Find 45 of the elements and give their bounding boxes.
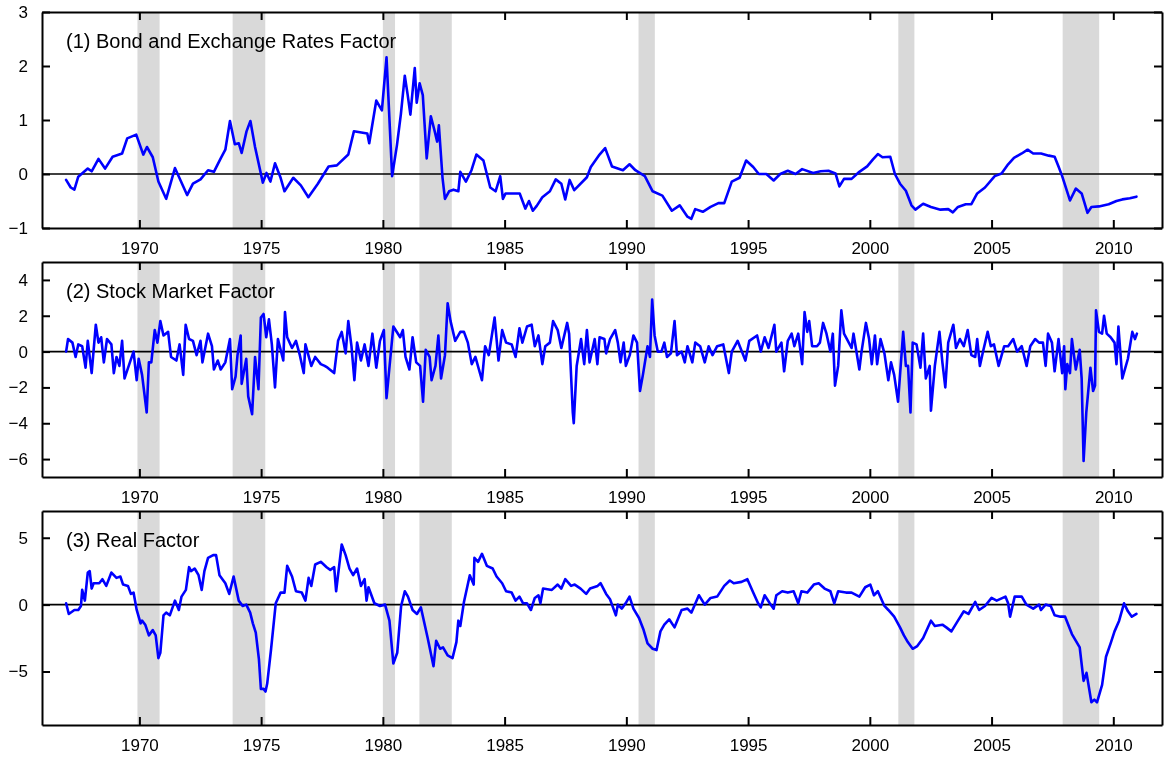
x-tick-label: 1985 xyxy=(486,736,525,756)
y-tick-label: 1 xyxy=(18,110,28,130)
y-tick-label: 5 xyxy=(18,528,28,548)
x-tick-label: 1975 xyxy=(242,488,281,508)
x-tick-label: 1995 xyxy=(729,736,768,756)
x-tick-label: 2000 xyxy=(851,736,890,756)
y-tick-label: 0 xyxy=(18,595,28,615)
x-tick-label: 2010 xyxy=(1094,736,1133,756)
x-tick-label: 2005 xyxy=(973,239,1011,259)
x-tick-label: 1990 xyxy=(607,239,646,259)
x-tick-label: 1970 xyxy=(120,736,159,756)
x-tick-label: 1975 xyxy=(242,239,281,259)
text: (3) Real Factor xyxy=(66,529,200,551)
y-tick-label: 4 xyxy=(18,270,28,290)
x-tick-label: 1980 xyxy=(364,239,403,259)
x-tick-label: 1990 xyxy=(607,488,646,508)
x-tick-label: 1970 xyxy=(120,488,159,508)
y-tick-label: 0 xyxy=(18,342,28,362)
y-tick-label: 2 xyxy=(18,56,28,76)
x-tick-label: 1985 xyxy=(486,488,525,508)
x-tick-label: 2010 xyxy=(1094,239,1133,259)
x-tick-label: 1990 xyxy=(607,736,646,756)
x-tick-label: 2000 xyxy=(851,239,890,259)
y-tick-label: 0 xyxy=(18,164,28,184)
x-tick-label: 1980 xyxy=(364,736,403,756)
x-tick-label: 2005 xyxy=(973,488,1011,508)
x-tick-label: 2005 xyxy=(973,736,1011,756)
x-tick-label: 1970 xyxy=(120,239,159,259)
line-series xyxy=(64,56,1138,221)
x-tick-label: 2000 xyxy=(851,488,890,508)
x-tick-label: 1985 xyxy=(486,239,525,259)
x-tick-label: 2010 xyxy=(1094,488,1133,508)
x-tick-label: 1980 xyxy=(364,488,403,508)
y-tick-label: −6 xyxy=(8,450,28,470)
text: (2) Stock Market Factor xyxy=(66,280,276,302)
x-tick-label: 1995 xyxy=(729,239,768,259)
x-tick-label: 1995 xyxy=(729,488,768,508)
y-tick-label: 3 xyxy=(18,2,28,22)
y-tick-label: −1 xyxy=(8,218,28,238)
y-tick-label: −2 xyxy=(8,378,28,398)
y-tick-label: 2 xyxy=(18,306,28,326)
y-tick-label: −4 xyxy=(8,414,28,434)
text: (1) Bond and Exchange Rates Factor xyxy=(66,30,397,52)
x-tick-label: 1975 xyxy=(242,736,281,756)
y-tick-label: −5 xyxy=(8,662,28,682)
